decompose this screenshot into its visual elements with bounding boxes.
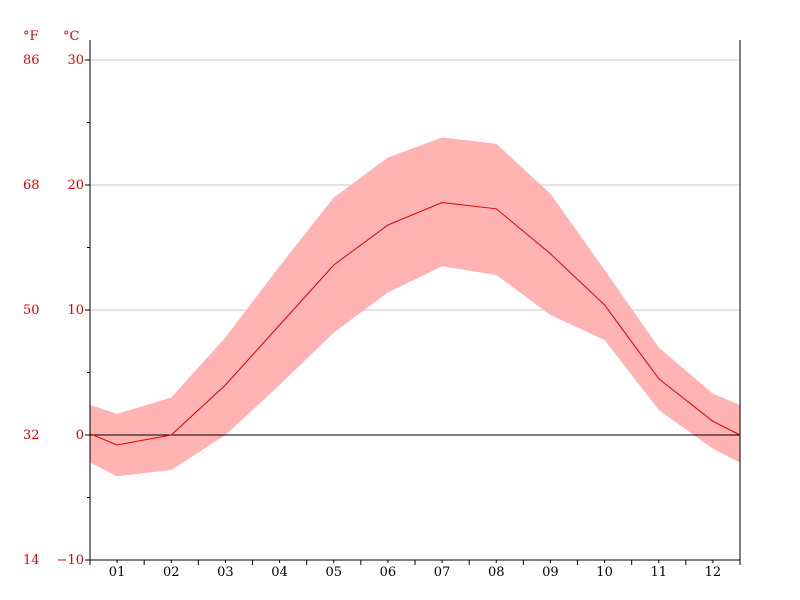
x-tick-label-month: 06 xyxy=(380,565,397,580)
y-tick-label-fahrenheit: 86 xyxy=(23,53,40,68)
x-tick-label-month: 02 xyxy=(163,565,180,580)
x-tick-label-month: 08 xyxy=(488,565,505,580)
x-tick-label-month: 05 xyxy=(325,565,342,580)
y-tick-label-celsius: 20 xyxy=(67,178,84,193)
celsius-unit-label: °C xyxy=(63,29,80,44)
y-tick-label-celsius: 10 xyxy=(67,303,84,318)
y-tick-label-fahrenheit: 32 xyxy=(23,428,40,443)
mean-line xyxy=(89,201,741,446)
x-tick-label-month: 11 xyxy=(650,565,667,580)
y-tick-label-fahrenheit: 50 xyxy=(23,303,40,318)
temperature-range-band xyxy=(90,137,740,477)
y-tick-label-fahrenheit: 14 xyxy=(23,553,40,568)
x-tick-label-month: 01 xyxy=(109,565,126,580)
x-tick-label-month: 04 xyxy=(271,565,288,580)
mean-temperature-line xyxy=(89,201,741,446)
axis-labels: °F °C 30 20 10 0 −10 86 68 50 32 14 01 02 03 04 05 06 07… xyxy=(23,29,721,580)
x-tick-label-month: 12 xyxy=(705,565,722,580)
axes xyxy=(85,40,741,565)
y-tick-label-fahrenheit: 68 xyxy=(23,178,40,193)
y-tick-label-celsius: −10 xyxy=(57,553,84,568)
x-tick-label-month: 03 xyxy=(217,565,234,580)
x-tick-label-month: 09 xyxy=(542,565,559,580)
x-tick-label-month: 10 xyxy=(596,565,613,580)
x-tick-label-month: 07 xyxy=(434,565,451,580)
fahrenheit-unit-label: °F xyxy=(23,29,39,44)
y-tick-label-celsius: 30 xyxy=(67,53,84,68)
y-tick-label-celsius: 0 xyxy=(76,428,84,443)
temperature-band-area xyxy=(90,137,740,477)
